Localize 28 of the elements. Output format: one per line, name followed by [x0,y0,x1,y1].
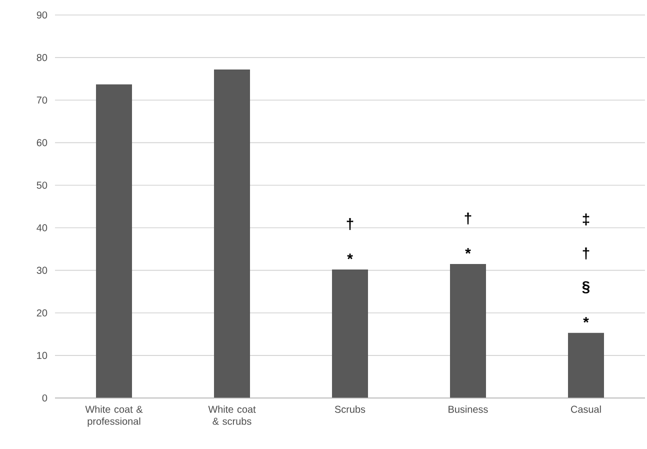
annotation: * [583,317,589,323]
x-tick-label: Casual [571,406,601,413]
y-tick-label: 10 [37,352,48,359]
bar [332,269,368,398]
bar [568,332,604,398]
y-tick-label: 90 [36,11,48,19]
annotation: † [582,248,590,260]
bar [450,264,486,398]
x-tick-label: White coat & professional [85,406,143,427]
x-tick-label: Business [448,406,488,413]
x-tick-label: Scrubs [334,406,366,413]
y-tick-label: 30 [36,266,48,274]
annotation: * [347,254,353,260]
bar [96,84,132,398]
bar [214,69,250,398]
y-tick-label: 60 [36,139,48,146]
annotation: § [582,281,590,294]
x-tick-label: White coat & scrubs [208,406,256,425]
y-tick-label: 20 [36,309,48,316]
annotation: † [346,218,354,230]
annotation: † [464,212,472,224]
y-tick-label: 40 [36,224,48,232]
y-tick-label: 50 [36,182,48,189]
y-tick-label: 0 [42,394,48,402]
annotation: ‡ [582,214,590,226]
y-tick-label: 70 [36,96,48,104]
y-tick-label: 80 [36,54,48,62]
annotation: * [465,248,471,254]
